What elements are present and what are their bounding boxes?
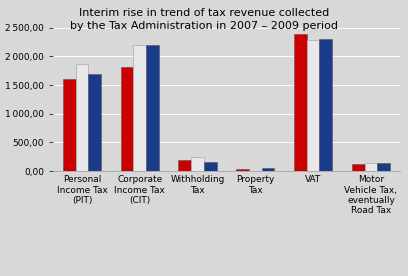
Y-axis label: in millions €: in millions € xyxy=(0,72,1,127)
Bar xyxy=(88,74,101,171)
Bar xyxy=(63,79,75,171)
Bar xyxy=(307,40,319,171)
Bar xyxy=(178,160,191,171)
Bar xyxy=(262,168,275,171)
Bar xyxy=(121,67,133,171)
Bar xyxy=(294,34,307,171)
Bar xyxy=(236,169,249,171)
Bar xyxy=(204,162,217,171)
Bar xyxy=(146,44,159,171)
Bar xyxy=(191,157,204,171)
Bar xyxy=(365,163,377,171)
Bar xyxy=(75,64,88,171)
Bar xyxy=(133,45,146,171)
Text: Interim rise in trend of tax revenue collected
by the Tax Administration in 2007: Interim rise in trend of tax revenue col… xyxy=(70,8,338,31)
Bar xyxy=(377,163,390,171)
Bar xyxy=(352,164,365,171)
Bar xyxy=(319,39,332,171)
